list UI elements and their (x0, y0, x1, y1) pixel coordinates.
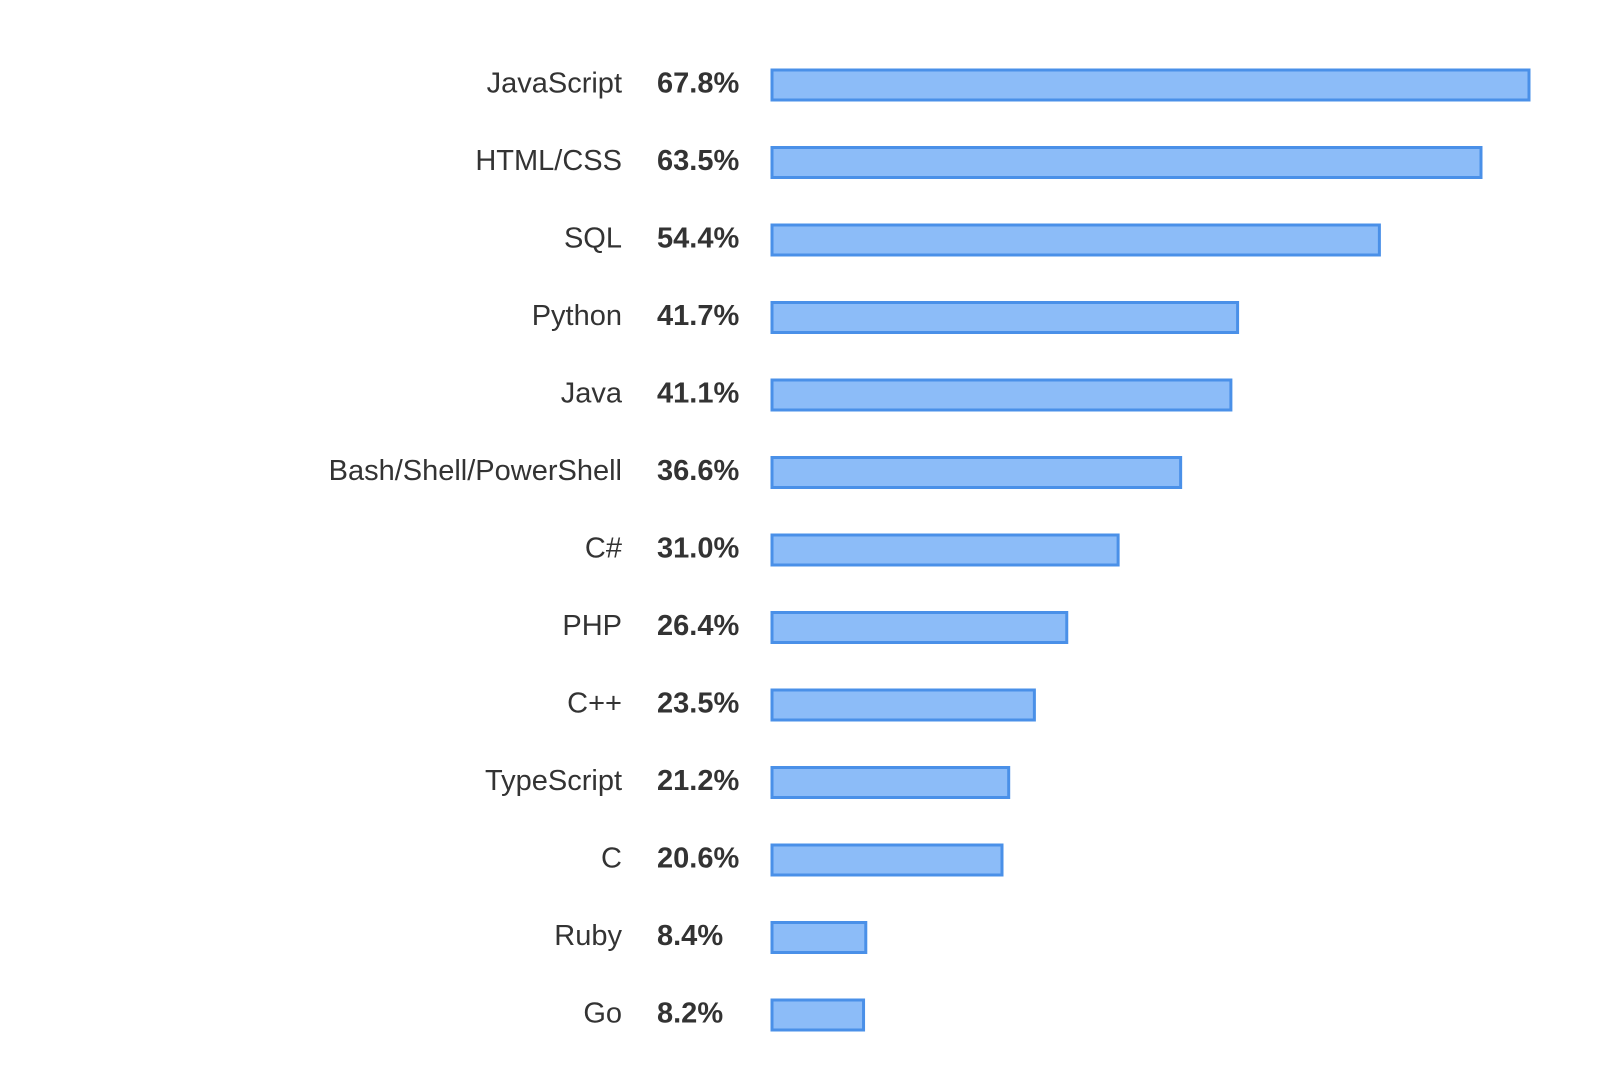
value-label: 36.6% (657, 455, 739, 487)
category-label: SQL (564, 223, 622, 255)
category-label: HTML/CSS (475, 145, 622, 177)
bar (770, 766, 1011, 799)
value-label: 23.5% (657, 688, 739, 720)
category-label: Go (583, 998, 622, 1030)
category-label: C++ (567, 688, 622, 720)
category-label: Bash/Shell/PowerShell (329, 455, 622, 487)
category-label: C (601, 843, 622, 875)
value-label: 31.0% (657, 533, 739, 565)
category-label: Java (561, 378, 623, 410)
value-label: 8.4% (657, 920, 723, 952)
bar (770, 378, 1233, 412)
value-label: 21.2% (657, 765, 739, 797)
value-label: 41.7% (657, 300, 739, 332)
category-label: TypeScript (485, 765, 622, 797)
bar (770, 68, 1531, 102)
category-label: JavaScript (487, 68, 622, 100)
value-label: 63.5% (657, 145, 739, 177)
bar (770, 146, 1483, 179)
bar (770, 533, 1120, 567)
category-label: C# (585, 533, 622, 565)
category-label: Ruby (554, 920, 622, 952)
value-label: 8.2% (657, 998, 723, 1030)
bar (770, 611, 1069, 644)
bar (770, 921, 868, 954)
bar (770, 301, 1240, 334)
category-label: Python (532, 300, 622, 332)
value-label: 26.4% (657, 610, 739, 642)
value-label: 54.4% (657, 223, 739, 255)
value-label: 41.1% (657, 378, 739, 410)
value-label: 20.6% (657, 843, 739, 875)
bar (770, 843, 1004, 877)
bar (770, 223, 1381, 257)
bar (770, 688, 1036, 722)
value-label: 67.8% (657, 68, 739, 100)
bar (770, 456, 1183, 489)
bar (770, 998, 866, 1032)
category-label: PHP (562, 610, 622, 642)
